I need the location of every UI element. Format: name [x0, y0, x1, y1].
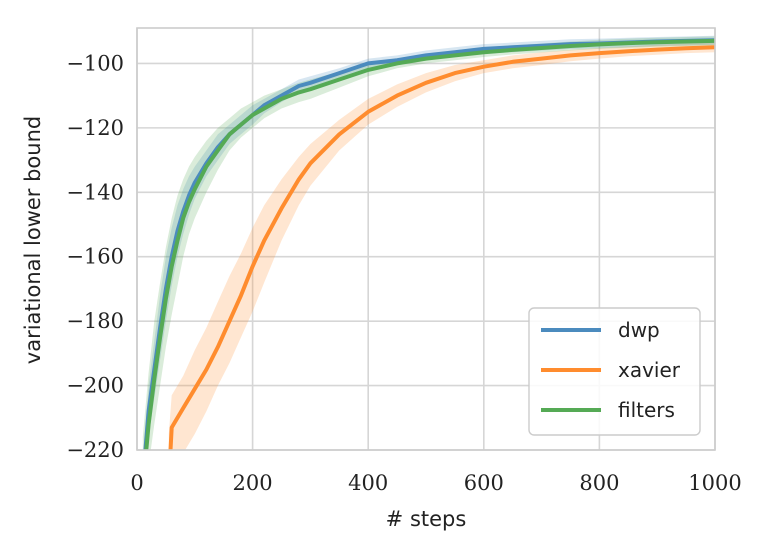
- x-tick-labels: 0 200 400 600 800 1000: [130, 471, 741, 495]
- legend-box: [528, 307, 701, 436]
- confidence-bands: [142, 35, 715, 450]
- x-tick-label-1: 200: [233, 471, 273, 495]
- line-dwp: [143, 38, 715, 450]
- x-tick-label-5: 1000: [688, 471, 741, 495]
- legend: dwp xavier filters: [528, 307, 701, 436]
- x-tick-label-4: 800: [579, 471, 619, 495]
- line-filters: [144, 38, 715, 450]
- y-tick-label-0: −100: [66, 51, 124, 75]
- series-lines: [143, 38, 715, 450]
- y-tick-label-2: −140: [66, 180, 124, 204]
- y-tick-label-6: −220: [66, 438, 124, 462]
- y-tick-label-3: −160: [66, 245, 124, 269]
- line-xavier: [168, 45, 715, 450]
- x-axis-label: # steps: [386, 507, 467, 531]
- y-tick-label-5: −200: [66, 374, 124, 398]
- legend-label-xavier: xavier: [618, 358, 681, 382]
- y-tick-label-1: −120: [66, 116, 124, 140]
- x-tick-label-0: 0: [130, 471, 143, 495]
- band-xavier: [168, 42, 715, 450]
- y-axis-label: variational lower bound: [21, 116, 45, 364]
- y-tick-labels: −100 −120 −140 −160 −180 −200 −220: [66, 51, 124, 462]
- x-tick-label-3: 600: [464, 471, 504, 495]
- y-tick-label-4: −180: [66, 309, 124, 333]
- legend-label-filters: filters: [618, 398, 675, 422]
- legend-label-dwp: dwp: [618, 318, 660, 342]
- plot-frame: [136, 27, 716, 451]
- x-tick-label-2: 400: [348, 471, 388, 495]
